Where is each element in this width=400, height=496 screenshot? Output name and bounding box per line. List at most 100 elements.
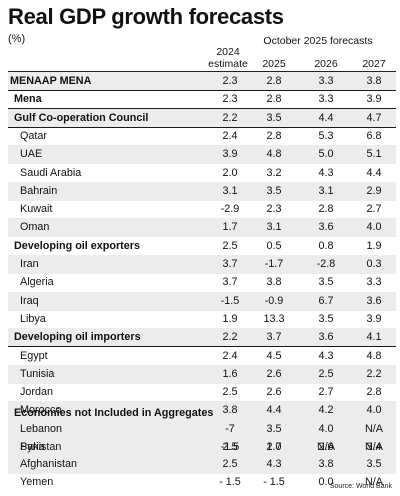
cell-value: 3.5 bbox=[266, 423, 282, 435]
cell-value: 4.3 bbox=[318, 166, 334, 179]
cell-value: 3.9 bbox=[222, 148, 238, 161]
cell-value: 3.5 bbox=[266, 111, 282, 124]
table-row: Syria -1.5 1.0 N/A N/A bbox=[8, 438, 396, 457]
table-row: Kuwait -2.9 2.3 2.8 2.7 bbox=[8, 200, 396, 219]
cell-value: 3.7 bbox=[266, 331, 282, 344]
cell-value: N/A bbox=[365, 423, 383, 435]
cell-value: 3.3 bbox=[318, 75, 334, 87]
row-label: Yemen bbox=[20, 475, 54, 488]
row-label: Jordan bbox=[20, 386, 54, 399]
cell-value: 2.0 bbox=[222, 166, 238, 179]
cell-value: 3.2 bbox=[266, 166, 282, 179]
row-label: Developing oil importers bbox=[14, 331, 141, 344]
cell-value: -1.5 bbox=[220, 294, 240, 307]
cell-value: 1.0 bbox=[266, 440, 282, 453]
row-label: Saudi Arabia bbox=[20, 166, 82, 179]
cell-value: 2.4 bbox=[222, 129, 238, 142]
cell-value: 5.1 bbox=[366, 148, 382, 161]
table-row: Algeria 3.7 3.8 3.5 3.3 bbox=[8, 273, 396, 292]
cell-value: 3.3 bbox=[318, 93, 334, 106]
table-group-row: Mena 2.3 2.8 3.3 3.9 bbox=[8, 90, 396, 110]
cell-value: 2.6 bbox=[266, 367, 282, 380]
cell-value: 13.3 bbox=[263, 312, 285, 325]
chart-title: Real GDP growth forecasts bbox=[8, 4, 284, 29]
cell-value: 2.5 bbox=[222, 386, 238, 399]
column-header-2025: 2025 bbox=[262, 58, 286, 70]
cell-value: 3.8 bbox=[266, 276, 282, 289]
cell-value: 2.7 bbox=[318, 386, 334, 399]
cell-value: 4.3 bbox=[266, 458, 282, 470]
cell-value: 1.9 bbox=[222, 312, 238, 325]
column-header-2027: 2027 bbox=[362, 58, 386, 70]
row-label: Tunisia bbox=[20, 367, 55, 380]
cell-value: 2.3 bbox=[266, 203, 282, 216]
cell-value: - 1.5 bbox=[263, 475, 285, 488]
table-row: Yemen - 1.5 - 1.5 0.0 N/A bbox=[8, 473, 396, 492]
table-row: Libya 1.9 13.3 3.5 3.9 bbox=[8, 310, 396, 329]
cell-value: 3.7 bbox=[222, 276, 238, 289]
table-group-row: Gulf Co-operation Council 2.2 3.5 4.4 4.7 bbox=[8, 108, 396, 128]
source-note: Source: World Bank bbox=[329, 483, 392, 490]
table-row: Lebanon -7 3.5 4.0 N/A bbox=[8, 420, 396, 439]
table-row: Egypt 2.4 4.5 4.3 4.8 bbox=[8, 347, 396, 366]
table-row: Jordan 2.5 2.6 2.7 2.8 bbox=[8, 383, 396, 402]
cell-value: 3.8 bbox=[366, 75, 382, 87]
table-row: Bahrain 3.1 3.5 3.1 2.9 bbox=[8, 181, 396, 201]
cell-value: 0.8 bbox=[318, 239, 334, 252]
cell-value: 2.2 bbox=[222, 331, 238, 344]
cell-value: -7 bbox=[225, 423, 235, 435]
cell-value: 3.6 bbox=[318, 221, 334, 234]
cell-value: N/A bbox=[317, 440, 335, 453]
header-rule bbox=[8, 71, 396, 72]
cell-value: 4.3 bbox=[318, 349, 334, 362]
row-label: Syria bbox=[20, 440, 45, 453]
table-row: Tunisia 1.6 2.6 2.5 2.2 bbox=[8, 364, 396, 384]
cell-value: 2.3 bbox=[222, 75, 238, 87]
cell-value: 2.8 bbox=[318, 203, 334, 216]
cell-value: 4.4 bbox=[366, 166, 382, 179]
cell-value: 0.3 bbox=[366, 258, 382, 270]
cell-value: 2.5 bbox=[222, 441, 238, 453]
cell-value: -1.7 bbox=[264, 258, 284, 270]
cell-value: 4.4 bbox=[266, 404, 282, 417]
row-label: Kuwait bbox=[20, 203, 53, 216]
cell-value: 0.0 bbox=[318, 475, 334, 488]
cell-value: 3.7 bbox=[222, 258, 238, 270]
table-row: Morocco 3.8 4.4 4.2 4.0 bbox=[8, 401, 396, 421]
cell-value: 2.5 bbox=[222, 239, 238, 252]
row-label: Oman bbox=[20, 221, 50, 234]
cell-value: 1.6 bbox=[222, 367, 238, 380]
row-label: Egypt bbox=[20, 349, 48, 362]
cell-value: 2.8 bbox=[266, 75, 282, 87]
cell-value: 2.9 bbox=[366, 184, 382, 197]
row-label: Qatar bbox=[20, 129, 48, 142]
table-row: Saudi Arabia 2.0 3.2 4.3 4.4 bbox=[8, 164, 396, 183]
cell-value: 2.8 bbox=[366, 386, 382, 399]
cell-value: 3.1 bbox=[266, 221, 282, 234]
table-row: Oman 1.7 3.1 3.6 4.0 bbox=[8, 218, 396, 238]
row-label: Iraq bbox=[20, 294, 39, 307]
cell-value: 5.0 bbox=[318, 148, 334, 161]
cell-value: 4.0 bbox=[366, 404, 382, 417]
cell-value: 4.0 bbox=[318, 423, 334, 435]
cell-value: 3.4 bbox=[366, 441, 382, 453]
cell-value: 2.3 bbox=[222, 93, 238, 106]
row-label: Iran bbox=[20, 258, 39, 270]
cell-value: 2.6 bbox=[266, 386, 282, 399]
table-group-row: MENAAP MENA 2.3 2.8 3.3 3.8 bbox=[8, 72, 396, 91]
cell-value: 3.1 bbox=[222, 184, 238, 197]
cell-value: 6.8 bbox=[366, 129, 382, 142]
cell-value: 5.3 bbox=[318, 129, 334, 142]
cell-value: 2.8 bbox=[266, 129, 282, 142]
column-header-2024: 2024 estimate bbox=[208, 46, 248, 70]
row-label: Afghanistan bbox=[20, 458, 78, 470]
cell-value: N/A bbox=[365, 440, 383, 453]
cell-value: 2.5 bbox=[222, 458, 238, 470]
row-label: Lebanon bbox=[20, 423, 63, 435]
row-label: MENAAP MENA bbox=[10, 75, 92, 87]
cell-value: -1.5 bbox=[220, 440, 240, 453]
cell-value: 1.7 bbox=[222, 221, 238, 234]
cell-value: 2.5 bbox=[318, 367, 334, 380]
column-header-2026: 2026 bbox=[314, 58, 338, 70]
table-row: Qatar 2.4 2.8 5.3 6.8 bbox=[8, 127, 396, 146]
